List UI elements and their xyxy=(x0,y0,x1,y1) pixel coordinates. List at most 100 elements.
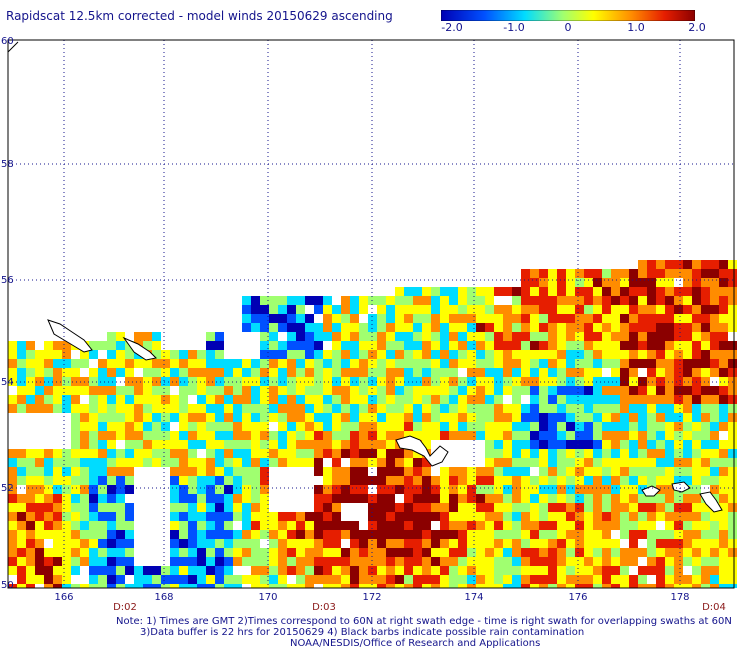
swath-cell xyxy=(557,386,566,395)
swath-cell xyxy=(17,359,26,368)
swath-cell xyxy=(125,539,134,548)
swath-cell xyxy=(539,431,548,440)
swath-cell xyxy=(62,467,71,476)
swath-cell xyxy=(17,386,26,395)
swath-cell xyxy=(719,476,728,485)
swath-cell xyxy=(674,413,683,422)
swath-cell xyxy=(638,575,647,584)
swath-cell xyxy=(80,557,89,566)
swath-cell xyxy=(89,422,98,431)
swath-cell xyxy=(395,323,404,332)
swath-cell xyxy=(98,476,107,485)
swath-cell xyxy=(431,350,440,359)
swath-cell xyxy=(206,485,215,494)
swath-cell xyxy=(386,476,395,485)
swath-cell xyxy=(530,350,539,359)
swath-cell xyxy=(359,467,368,476)
swath-cell xyxy=(170,404,179,413)
swath-cell xyxy=(341,440,350,449)
swath-cell xyxy=(467,422,476,431)
swath-cell xyxy=(638,377,647,386)
swath-cell xyxy=(35,548,44,557)
swath-cell xyxy=(8,503,17,512)
swath-cell xyxy=(449,422,458,431)
swath-cell xyxy=(107,386,116,395)
swath-cell xyxy=(260,413,269,422)
swath-cell xyxy=(8,449,17,458)
swath-cell xyxy=(17,530,26,539)
swath-cell xyxy=(620,404,629,413)
swath-cell xyxy=(359,449,368,458)
swath-cell xyxy=(323,503,332,512)
swath-cell xyxy=(584,485,593,494)
swath-cell xyxy=(467,467,476,476)
swath-cell xyxy=(476,332,485,341)
swath-cell xyxy=(341,413,350,422)
swath-cell xyxy=(350,548,359,557)
swath-cell xyxy=(710,314,719,323)
swath-cell xyxy=(584,539,593,548)
map-title: Rapidscat 12.5km corrected - model winds… xyxy=(6,9,393,23)
swath-cell xyxy=(107,431,116,440)
swath-cell xyxy=(215,332,224,341)
swath-cell xyxy=(152,350,161,359)
swath-cell xyxy=(395,404,404,413)
swath-cell xyxy=(611,512,620,521)
swath-cell xyxy=(377,467,386,476)
swath-cell xyxy=(98,458,107,467)
swath-cell xyxy=(593,584,602,588)
swath-cell xyxy=(359,566,368,575)
swath-cell xyxy=(80,539,89,548)
swath-cell xyxy=(260,314,269,323)
swath-cell xyxy=(602,512,611,521)
swath-cell xyxy=(233,458,242,467)
swath-cell xyxy=(71,377,80,386)
swath-cell xyxy=(386,314,395,323)
swath-cell xyxy=(287,557,296,566)
swath-cell xyxy=(395,539,404,548)
swath-cell xyxy=(350,584,359,588)
swath-cell xyxy=(305,386,314,395)
swath-cell xyxy=(143,449,152,458)
swath-cell xyxy=(296,575,305,584)
swath-cell xyxy=(386,503,395,512)
swath-cell xyxy=(242,458,251,467)
swath-cell xyxy=(539,485,548,494)
island-coastline xyxy=(122,336,158,361)
swath-cell xyxy=(692,431,701,440)
swath-cell xyxy=(314,539,323,548)
swath-cell xyxy=(71,359,80,368)
swath-cell xyxy=(566,386,575,395)
swath-cell xyxy=(35,521,44,530)
swath-cell xyxy=(710,359,719,368)
swath-cell xyxy=(620,458,629,467)
swath-cell xyxy=(566,332,575,341)
swath-cell xyxy=(494,566,503,575)
swath-cell xyxy=(125,413,134,422)
swath-cell xyxy=(242,575,251,584)
swath-cell xyxy=(116,458,125,467)
swath-cell xyxy=(98,449,107,458)
swath-cell xyxy=(629,332,638,341)
swath-cell xyxy=(314,296,323,305)
swath-cell xyxy=(359,575,368,584)
swath-cell xyxy=(566,413,575,422)
swath-cell xyxy=(314,332,323,341)
swath-cell xyxy=(665,440,674,449)
swath-cell xyxy=(593,476,602,485)
swath-cell xyxy=(188,386,197,395)
swath-cell xyxy=(206,494,215,503)
swath-cell xyxy=(368,584,377,588)
swath-cell xyxy=(548,575,557,584)
swath-cell xyxy=(476,305,485,314)
swath-cell xyxy=(260,521,269,530)
swath-cell xyxy=(224,575,233,584)
swath-cell xyxy=(53,530,62,539)
swath-cell xyxy=(440,539,449,548)
swath-cell xyxy=(197,422,206,431)
swath-cell xyxy=(710,386,719,395)
swath-cell xyxy=(629,350,638,359)
swath-cell xyxy=(431,512,440,521)
swath-cell xyxy=(575,287,584,296)
swath-cell xyxy=(530,521,539,530)
